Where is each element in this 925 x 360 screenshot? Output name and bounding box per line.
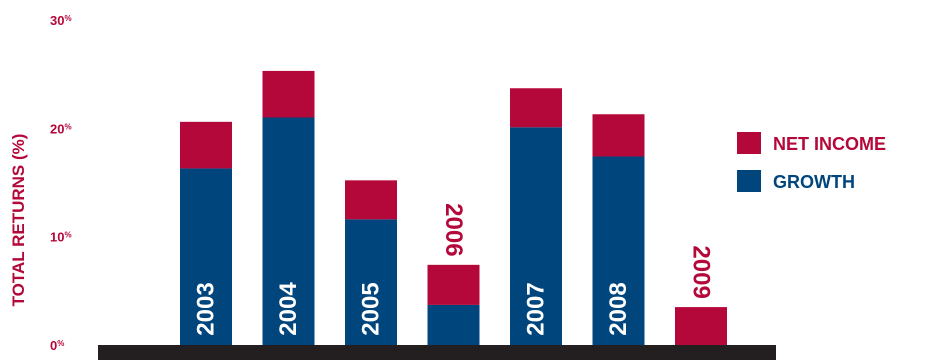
bar-net-income-2003 bbox=[180, 121, 232, 169]
bar-year-label-2003: 2003 bbox=[193, 282, 220, 335]
bar-group-2008: 2008 bbox=[592, 114, 645, 345]
bar-growth-2004 bbox=[262, 117, 315, 345]
bar-group-2006: 2006 bbox=[427, 203, 480, 345]
x-axis-baseline bbox=[98, 345, 776, 360]
y-tick-label: 20% bbox=[50, 121, 72, 136]
bar-growth-2003 bbox=[180, 168, 232, 345]
bar-group-2007: 2007 bbox=[510, 88, 562, 345]
legend-swatch-growth bbox=[737, 170, 761, 192]
bar-growth-2007 bbox=[510, 127, 562, 345]
y-tick-label: 0% bbox=[50, 338, 64, 353]
bar-net-income-2008 bbox=[592, 114, 645, 157]
bar-year-label-2007: 2007 bbox=[523, 282, 550, 335]
bar-group-2005: 2005 bbox=[345, 180, 397, 345]
legend-swatch-net-income bbox=[737, 132, 761, 154]
bar-net-income-2004 bbox=[262, 70, 315, 118]
bar-year-label-2005: 2005 bbox=[358, 282, 385, 335]
bar-growth-2005 bbox=[345, 219, 397, 345]
y-axis: 0% 10% 20% 30% bbox=[50, 13, 72, 353]
y-tick-label: 30% bbox=[50, 13, 72, 28]
bar-growth-2006 bbox=[427, 304, 480, 345]
bar-net-income-2006 bbox=[427, 264, 480, 305]
bar-net-income-2007 bbox=[510, 88, 562, 128]
bar-year-label-2006: 2006 bbox=[440, 203, 467, 256]
bar-growth-2008 bbox=[592, 156, 645, 345]
bar-net-income-2009 bbox=[675, 307, 727, 345]
bar-net-income-2005 bbox=[345, 180, 397, 220]
legend: NET INCOME GROWTH bbox=[737, 132, 886, 192]
bars: 2003 2004 2005 2006 2007 2008 2009 bbox=[180, 70, 727, 345]
bar-year-label-2004: 2004 bbox=[275, 282, 302, 336]
bar-group-2003: 2003 bbox=[180, 121, 232, 345]
legend-label-growth: GROWTH bbox=[773, 172, 855, 192]
bar-year-label-2008: 2008 bbox=[605, 282, 632, 335]
y-axis-label: TOTAL RETURNS (%) bbox=[9, 134, 28, 307]
bar-group-2009: 2009 bbox=[675, 245, 727, 345]
legend-label-net-income: NET INCOME bbox=[773, 134, 886, 154]
y-tick-label: 10% bbox=[50, 230, 72, 245]
bar-year-label-2009: 2009 bbox=[688, 245, 715, 298]
bar-group-2004: 2004 bbox=[262, 70, 315, 345]
